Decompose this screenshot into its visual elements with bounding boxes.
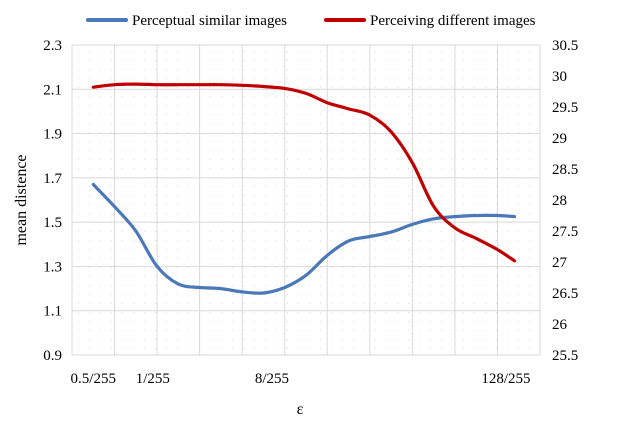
right-tick-label: 26.5 bbox=[552, 286, 578, 302]
x-axis-title: ε bbox=[297, 401, 304, 418]
right-tick-label: 28.5 bbox=[552, 162, 578, 178]
legend-label-1: Perceptual similar images bbox=[132, 13, 287, 29]
legend: Perceptual similar images Perceiving diff… bbox=[86, 13, 536, 29]
x-tick-label: 8/255 bbox=[255, 371, 289, 387]
left-tick-label: 1.3 bbox=[43, 259, 62, 275]
right-axis-ticks: 25.5 26 26.5 27 27.5 28 28.5 29 29.5 30 30.5 bbox=[552, 38, 578, 364]
right-tick-label: 28 bbox=[552, 193, 567, 209]
x-axis-ticks: 0.5/255 1/255 8/255 128/255 bbox=[71, 371, 531, 387]
series-line-2 bbox=[91, 82, 517, 263]
series-line-1 bbox=[91, 182, 517, 295]
left-axis-title: mean distence bbox=[13, 154, 30, 245]
right-tick-label: 30 bbox=[552, 69, 567, 85]
plot-area bbox=[72, 45, 540, 355]
legend-label-2: Perceiving different images bbox=[370, 13, 536, 29]
left-tick-label: 1.5 bbox=[43, 215, 62, 231]
right-tick-label: 27 bbox=[552, 255, 568, 271]
right-tick-label: 25.5 bbox=[552, 348, 578, 364]
left-axis-ticks: 0.9 1.1 1.3 1.5 1.7 1.9 2.1 2.3 bbox=[43, 38, 62, 364]
left-tick-label: 2.3 bbox=[43, 38, 62, 54]
x-tick-label: 128/255 bbox=[481, 371, 530, 387]
x-tick-label: 0.5/255 bbox=[71, 371, 116, 387]
x-tick-label: 1/255 bbox=[136, 371, 170, 387]
left-tick-label: 1.7 bbox=[43, 171, 62, 187]
right-tick-label: 29 bbox=[552, 131, 567, 147]
grid-lines bbox=[71, 44, 541, 356]
right-tick-label: 27.5 bbox=[552, 224, 578, 240]
series-lines bbox=[91, 82, 517, 295]
left-tick-label: 1.9 bbox=[43, 127, 62, 143]
left-tick-label: 2.1 bbox=[43, 82, 62, 98]
right-tick-label: 26 bbox=[552, 317, 568, 333]
plot-background bbox=[72, 45, 540, 355]
left-tick-label: 1.1 bbox=[43, 304, 62, 320]
left-tick-label: 0.9 bbox=[43, 348, 62, 364]
right-tick-label: 29.5 bbox=[552, 100, 578, 116]
right-tick-label: 30.5 bbox=[552, 38, 578, 54]
